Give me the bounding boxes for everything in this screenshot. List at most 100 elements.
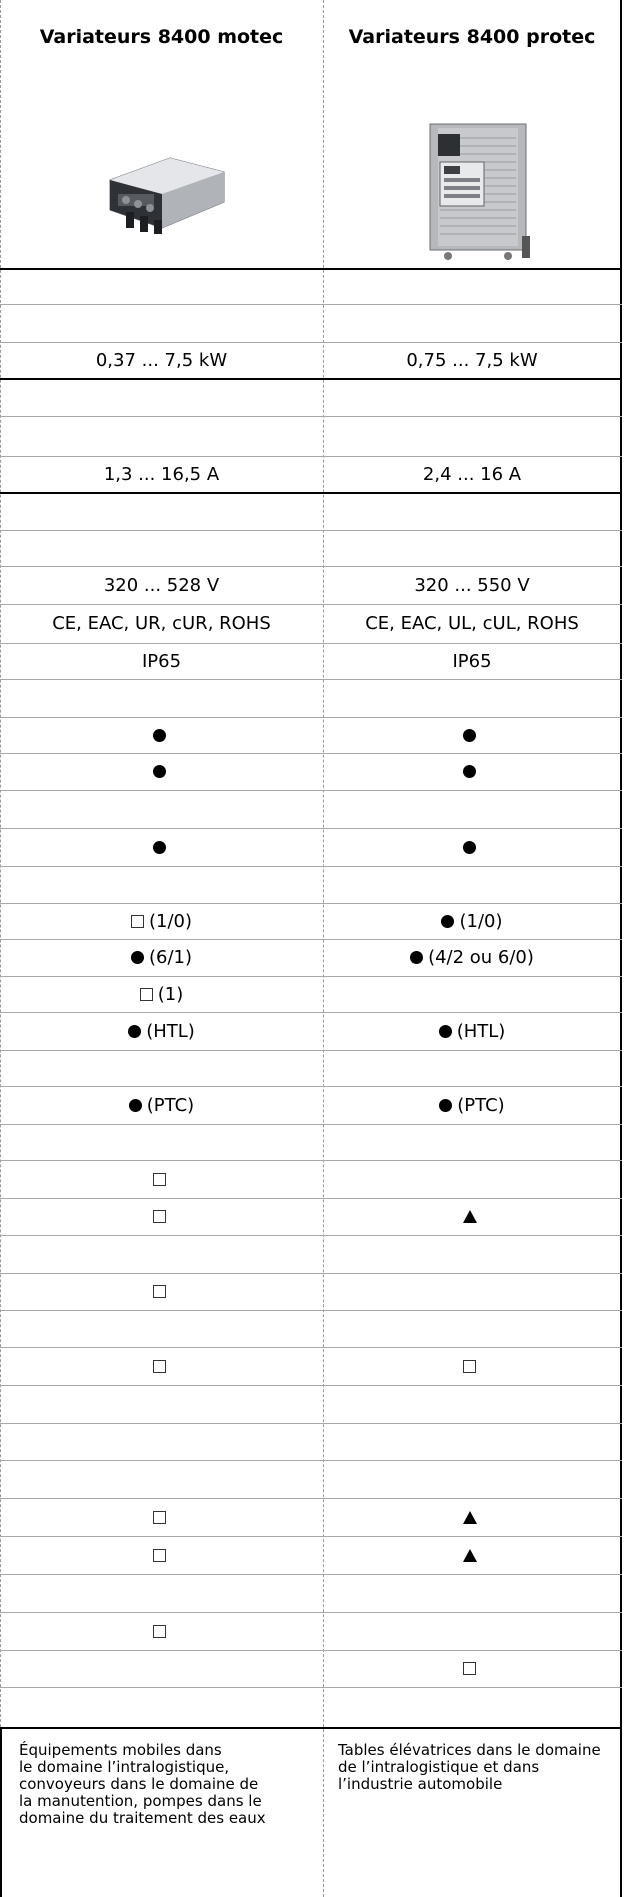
- applications-motec: Équipements mobiles dans le domaine l’in…: [19, 1741, 266, 1827]
- table-cell: [0, 753, 323, 790]
- table-cell: [324, 1310, 620, 1347]
- row-divider: [0, 1086, 622, 1087]
- table-right-border: [620, 0, 622, 1897]
- table-cell: [324, 1198, 620, 1235]
- row-divider: [0, 1385, 622, 1386]
- table-cell: [0, 1536, 323, 1574]
- row-divider: [0, 1050, 622, 1051]
- row-divider: [0, 1536, 622, 1537]
- cell-text: 320 ... 550 V: [414, 574, 530, 596]
- cell-text: (PTC): [146, 1094, 195, 1116]
- table-cell: IP65: [0, 643, 323, 679]
- table-cell: (HTL): [0, 1012, 323, 1050]
- table-cell: [324, 679, 620, 717]
- row-divider: [0, 1423, 622, 1424]
- table-cell: [324, 1536, 620, 1574]
- table-cell: [0, 304, 323, 342]
- row-divider: [0, 1273, 622, 1274]
- row-divider: [0, 828, 622, 829]
- table-cell: CE, EAC, UR, cUR, ROHS: [0, 604, 323, 643]
- filled-circle-icon: [152, 840, 166, 854]
- table-left-border: [0, 0, 1, 1897]
- applications-left-border: [0, 1727, 2, 1897]
- variateur-8400-motec-photo: [109, 157, 225, 234]
- row-divider: [0, 976, 622, 977]
- table-cell: (PTC): [0, 1086, 323, 1124]
- table-cell: [0, 828, 323, 866]
- table-cell: [0, 679, 323, 717]
- table-cell: [0, 416, 323, 456]
- table-cell: [0, 1124, 323, 1160]
- triangle-icon: [462, 1210, 477, 1223]
- triangle-icon: [462, 1548, 477, 1562]
- filled-circle-icon: [463, 840, 476, 854]
- table-cell: [324, 753, 620, 790]
- table-cell: (1/0): [324, 903, 620, 939]
- row-divider: [0, 604, 622, 605]
- empty-square-icon: [152, 1359, 166, 1373]
- filled-circle-icon: [128, 1098, 142, 1112]
- column-header-motec: Variateurs 8400 motec: [39, 26, 284, 48]
- table-cell: [324, 1423, 620, 1460]
- table-cell: [324, 1498, 620, 1536]
- filled-circle-icon: [463, 728, 476, 742]
- row-divider: [0, 1727, 622, 1729]
- row-divider: [0, 1160, 622, 1161]
- row-divider: [0, 530, 622, 531]
- empty-square-icon: [152, 1210, 166, 1223]
- row-divider: [0, 1460, 622, 1461]
- empty-square-icon: [152, 1285, 166, 1298]
- row-divider: [0, 304, 622, 305]
- table-cell: [0, 1050, 323, 1086]
- table-cell: [0, 1273, 323, 1310]
- row-divider: [0, 717, 622, 718]
- triangle-icon: [462, 1510, 477, 1524]
- table-cell: [0, 1198, 323, 1235]
- filled-circle-icon: [130, 951, 144, 964]
- table-cell: [0, 790, 323, 828]
- cell-text: CE, EAC, UR, cUR, ROHS: [52, 613, 271, 634]
- table-cell: 320 ... 528 V: [0, 566, 323, 604]
- table-cell: [0, 866, 323, 903]
- table-cell: [0, 1423, 323, 1460]
- row-divider: [0, 456, 622, 457]
- cell-text: (HTL): [146, 1020, 195, 1042]
- cell-text: 2,4 ... 16 A: [422, 463, 522, 485]
- table-cell: (1/0): [0, 903, 323, 939]
- table-cell: 0,75 ... 7,5 kW: [324, 342, 620, 378]
- column-header-protec: Variateurs 8400 protec: [348, 26, 596, 48]
- row-divider: [0, 790, 622, 791]
- table-cell: [324, 1235, 620, 1273]
- table-cell: [0, 1235, 323, 1273]
- table-cell: [0, 530, 323, 566]
- table-cell: 320 ... 550 V: [324, 566, 620, 604]
- filled-circle-icon: [152, 765, 166, 778]
- table-cell: [0, 1460, 323, 1498]
- cell-text: 320 ... 528 V: [103, 574, 220, 596]
- table-cell: [324, 1574, 620, 1612]
- table-cell: (4/2 ou 6/0): [324, 939, 620, 976]
- row-divider: [0, 492, 622, 494]
- row-divider: [0, 1310, 622, 1311]
- row-divider: [0, 939, 622, 940]
- table-cell: [324, 1160, 620, 1198]
- table-cell: [0, 1385, 323, 1423]
- cell-text: 1,3 ... 16,5 A: [103, 463, 220, 485]
- row-divider: [0, 1687, 622, 1688]
- table-cell: [324, 866, 620, 903]
- table-cell: [0, 1612, 323, 1650]
- row-divider: [0, 1650, 622, 1651]
- row-divider: [0, 566, 622, 567]
- row-divider: [0, 342, 622, 343]
- table-cell: (PTC): [324, 1086, 620, 1124]
- cell-text: (1/0): [148, 910, 192, 932]
- row-divider: [0, 1347, 622, 1348]
- table-cell: IP65: [324, 643, 620, 679]
- table-cell: [0, 1310, 323, 1347]
- table-cell: [324, 1273, 620, 1310]
- row-divider: [0, 1574, 622, 1575]
- row-divider: [0, 1124, 622, 1125]
- table-cell: [324, 304, 620, 342]
- cell-text: IP65: [452, 650, 492, 672]
